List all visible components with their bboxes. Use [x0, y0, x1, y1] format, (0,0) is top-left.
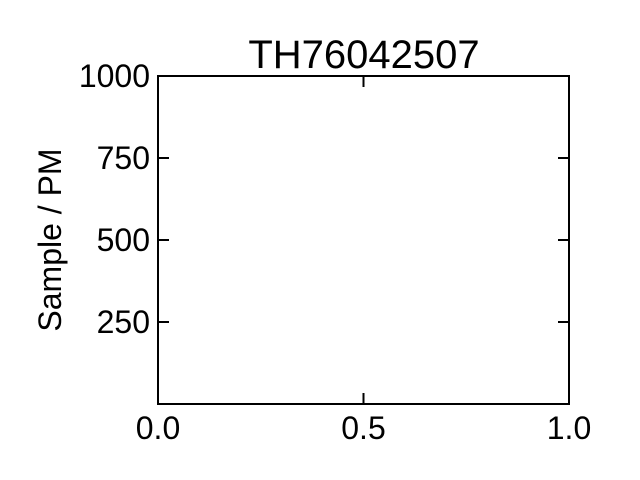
y-tick-label: 750: [97, 140, 150, 176]
y-axis: 250 500 750 1000: [79, 58, 569, 340]
x-tick-label: 0.5: [341, 410, 385, 446]
chart-title: TH76042507: [248, 33, 479, 77]
x-axis: 0.0 0.5 1.0: [136, 76, 591, 446]
x-tick-label: 0.0: [136, 410, 180, 446]
y-tick-label: 1000: [79, 58, 150, 94]
y-axis-label: Sample / PM: [32, 148, 68, 331]
y-tick-label: 250: [97, 304, 150, 340]
x-tick-label: 1.0: [547, 410, 591, 446]
plot-area-frame: [157, 75, 570, 405]
y-tick-label: 500: [97, 222, 150, 258]
